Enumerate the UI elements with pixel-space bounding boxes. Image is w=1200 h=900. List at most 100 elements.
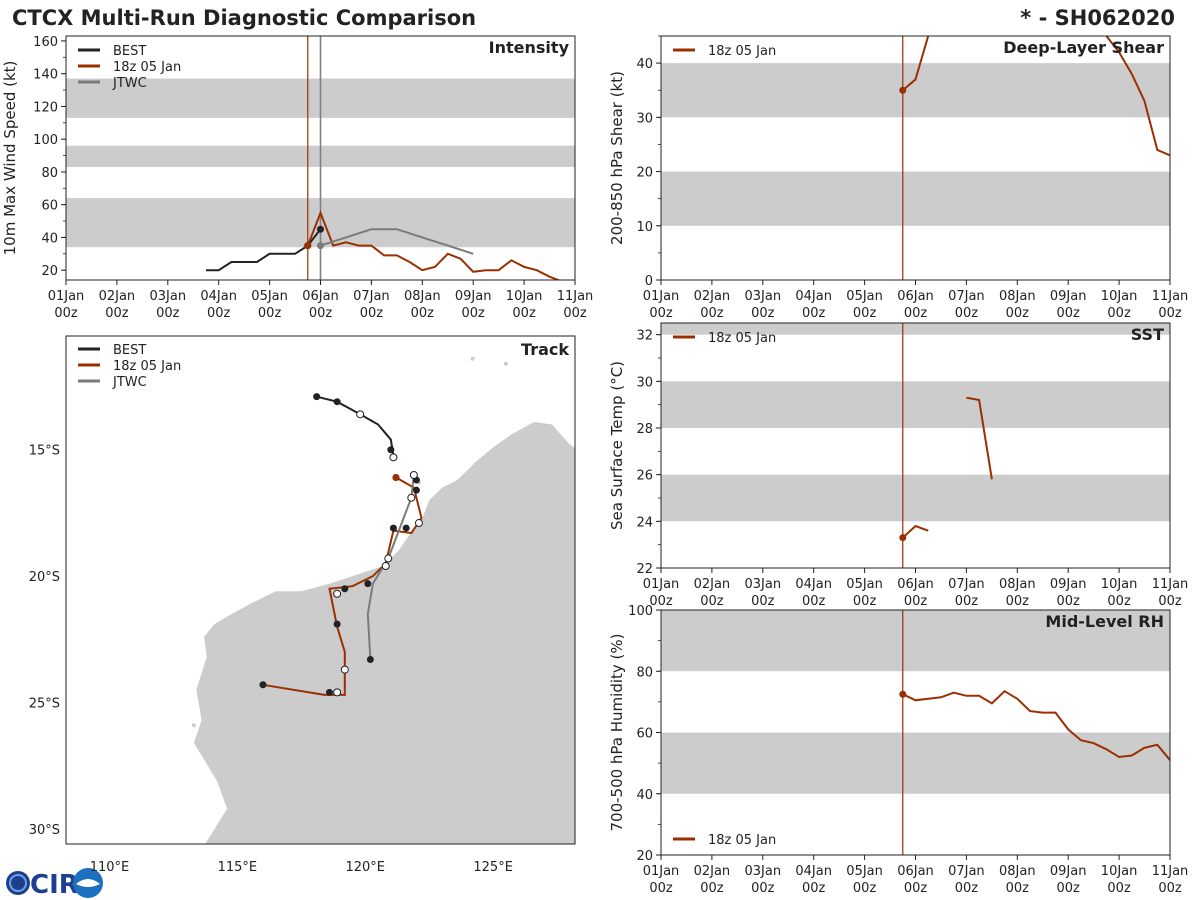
x-tick-label-hour: 00z [1057, 881, 1081, 896]
x-tick-label-day: 06Jan [302, 289, 339, 304]
x-tick-label-hour: 00z [853, 306, 877, 321]
x-tick-label-hour: 00z [156, 306, 180, 321]
series-point-jtwc [317, 242, 324, 250]
y-tick-label: 100 [628, 604, 653, 619]
x-tick-label-hour: 00z [904, 881, 928, 896]
x-tick-label-hour: 00z [802, 881, 826, 896]
x-tick-label-day: 08Jan [999, 864, 1036, 879]
y-tick-label: 22 [636, 562, 653, 577]
series-line-run [902, 689, 1170, 761]
series-line-run [966, 396, 993, 480]
x-tick-label-hour: 00z [1158, 594, 1182, 609]
y-tick-label: 20 [41, 264, 58, 279]
x-tick-label-hour: 00z [700, 306, 724, 321]
x-tick-label-hour: 00z [1057, 594, 1081, 609]
panel-title: Track [521, 340, 569, 359]
series-point-run [899, 86, 907, 94]
x-tick-label-day: 02Jan [694, 864, 731, 879]
x-tick-label-day: 04Jan [795, 577, 832, 592]
storm-id: * - SH062020 [1020, 6, 1175, 30]
x-tick-label-hour: 00z [904, 306, 928, 321]
x-tick-label-hour: 00z [309, 306, 333, 321]
x-tick-label-day: 08Jan [999, 289, 1036, 304]
y-tick-label: 120 [33, 100, 58, 115]
x-tick-label-day: 06Jan [897, 864, 934, 879]
x-tick-label-hour: 00z [751, 881, 775, 896]
island [207, 695, 212, 700]
y-tick-label: 100 [33, 133, 58, 148]
x-tick-label-hour: 00z [700, 594, 724, 609]
y-tick-label: 24 [636, 515, 653, 530]
x-tick-label-hour: 00z [1158, 881, 1182, 896]
x-tick-label-day: 01Jan [643, 289, 680, 304]
x-tick-label-day: 10Jan [1101, 289, 1138, 304]
land-mass [193, 421, 575, 844]
y-tick-label: 28 [636, 422, 653, 437]
track-point-run [389, 524, 397, 532]
series-line-jtwc [320, 228, 474, 255]
legend-label-run: 18z 05 Jan [708, 331, 776, 346]
y-tick-label: 140 [33, 68, 58, 83]
series-line-run [902, 524, 929, 539]
x-tick-label-day: 02Jan [99, 289, 136, 304]
x-tick-label-hour: 00z [1158, 306, 1182, 321]
y-tick-label: 26 [636, 469, 653, 484]
x-tick-label-hour: 00z [853, 594, 877, 609]
track-point-open-best [356, 410, 365, 419]
y-axis-label: 700-500 hPa Humidity (%) [608, 633, 626, 831]
lat-tick-label: 15°S [29, 444, 60, 459]
track-point-best [333, 398, 341, 406]
x-tick-label-day: 07Jan [948, 289, 985, 304]
x-tick-label-hour: 00z [802, 594, 826, 609]
series-point-run [899, 534, 907, 542]
track-point-open-run [340, 665, 349, 674]
shade-band [661, 381, 1170, 428]
lon-tick-label: 125°E [473, 860, 513, 875]
x-tick-label-day: 09Jan [1050, 289, 1087, 304]
plot-frame [660, 322, 1171, 569]
y-tick-label: 30 [636, 375, 653, 390]
x-tick-label-day: 07Jan [353, 289, 390, 304]
lon-tick-label: 110°E [90, 860, 130, 875]
track-point-open-jtwc [384, 554, 393, 563]
track-point-best [313, 393, 321, 401]
track-point-open-run [414, 519, 423, 528]
panel-title: SST [1131, 325, 1164, 344]
shade-band [661, 63, 1170, 118]
x-tick-label-hour: 00z [1107, 306, 1131, 321]
x-tick-label-hour: 00z [1107, 881, 1131, 896]
x-tick-label-hour: 00z [1057, 306, 1081, 321]
x-tick-label-day: 07Jan [948, 864, 985, 879]
x-tick-label-day: 06Jan [897, 577, 934, 592]
legend-label-jtwc: JTWC [112, 76, 147, 91]
shade-band [661, 610, 1170, 672]
track-point-open-jtwc [407, 493, 416, 502]
series-point-run [304, 242, 312, 250]
legend-label-run: 18z 05 Jan [708, 44, 776, 59]
x-tick-label-hour: 00z [649, 594, 673, 609]
lat-tick-label: 30°S [29, 823, 60, 838]
x-tick-label-day: 04Jan [200, 289, 237, 304]
panel-title: Intensity [489, 38, 570, 57]
y-tick-label: 32 [636, 329, 653, 344]
y-tick-label: 30 [636, 111, 653, 126]
x-tick-label-hour: 00z [207, 306, 231, 321]
x-tick-label-day: 02Jan [694, 289, 731, 304]
x-tick-label-hour: 00z [751, 594, 775, 609]
x-tick-label-day: 01Jan [643, 864, 680, 879]
shade-band [661, 171, 1170, 226]
track-start-run [392, 474, 400, 482]
shade-band [661, 732, 1170, 794]
x-tick-label-hour: 00z [258, 306, 282, 321]
y-tick-label: 160 [33, 35, 58, 50]
track-point-open-best [389, 453, 398, 462]
x-tick-label-hour: 00z [563, 306, 587, 321]
series-point-best [317, 225, 324, 233]
x-tick-label-day: 01Jan [48, 289, 85, 304]
figure-title: CTCX Multi-Run Diagnostic Comparison [12, 6, 476, 30]
x-tick-label-hour: 00z [853, 881, 877, 896]
x-tick-label-day: 03Jan [150, 289, 187, 304]
cira-logo: CIRA [6, 868, 103, 900]
x-tick-label-day: 06Jan [897, 289, 934, 304]
track-point-jtwc [364, 580, 372, 588]
